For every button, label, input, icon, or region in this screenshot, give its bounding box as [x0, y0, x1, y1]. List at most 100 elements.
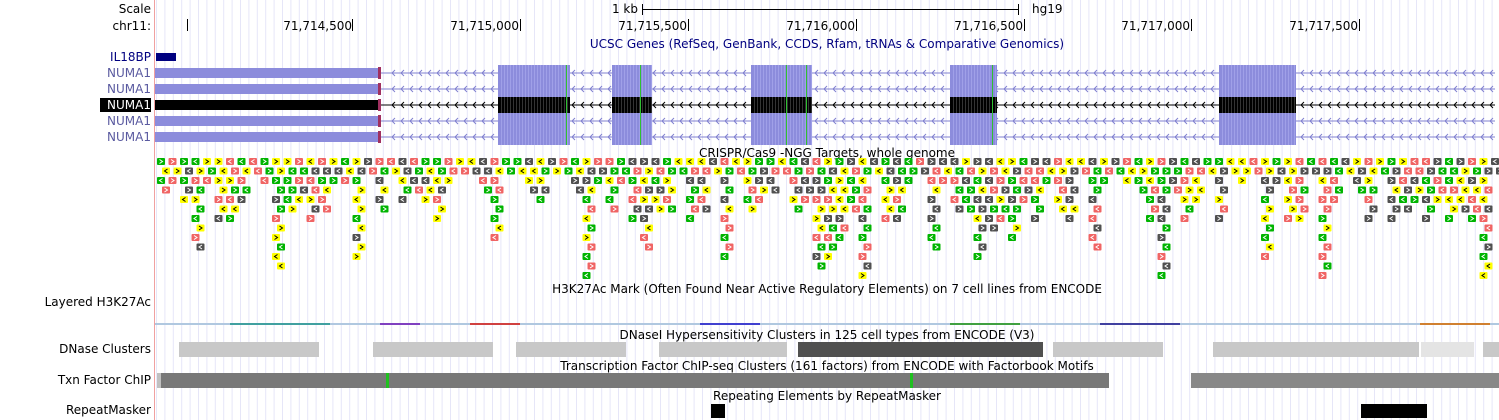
- exon-hatch: [1276, 129, 1277, 145]
- strand-arrow: [1084, 101, 1089, 109]
- gridline: [1340, 0, 1342, 420]
- strand-arrow: [598, 117, 603, 125]
- crispr-strand-glyph: [883, 216, 888, 221]
- browser-tracks-canvas[interactable]: [155, 0, 1499, 420]
- gene-label-numa1[interactable]: NUMA1: [107, 114, 151, 128]
- crispr-strand-glyph: [1210, 168, 1215, 174]
- exon-hatch: [543, 65, 544, 81]
- gridline: [576, 0, 577, 420]
- exon-hatch: [1285, 129, 1286, 145]
- gene-label-il18bp[interactable]: IL18BP: [110, 50, 151, 64]
- exon-hatch: [757, 129, 758, 145]
- strand-arrow: [427, 101, 432, 109]
- strand-arrow: [1165, 85, 1170, 93]
- crispr-target: [852, 186, 860, 194]
- exon-hatch: [1258, 81, 1259, 97]
- crispr-strand-glyph: [1458, 178, 1463, 183]
- exon-hatch: [1222, 97, 1223, 113]
- crispr-strand-glyph: [1486, 168, 1491, 174]
- exon-hatch: [540, 129, 541, 145]
- crispr-strand-glyph: [1194, 197, 1199, 202]
- gridline: [895, 0, 897, 420]
- crispr-strand-glyph: [842, 168, 847, 174]
- strand-arrow: [571, 117, 576, 125]
- gene-label-numa1[interactable]: NUMA1: [107, 82, 151, 96]
- assembly-label: hg19: [1032, 2, 1063, 16]
- crispr-target: [817, 167, 826, 175]
- gridline: [760, 0, 762, 420]
- crispr-strand-glyph: [687, 178, 692, 183]
- crispr-strand-glyph: [837, 216, 842, 221]
- crispr-strand-glyph: [814, 216, 819, 221]
- gene-label-numa1[interactable]: NUMA1: [107, 66, 151, 80]
- exon-hatch: [769, 129, 770, 145]
- strand-arrow: [724, 133, 729, 141]
- crispr-strand-glyph: [865, 206, 870, 212]
- crispr-strand-glyph: [963, 197, 968, 202]
- crispr-strand-glyph: [584, 216, 589, 221]
- crispr-strand-glyph: [1095, 225, 1100, 231]
- strand-arrow: [706, 69, 711, 77]
- crispr-strand-glyph: [313, 187, 318, 193]
- crispr-strand-glyph: [228, 178, 233, 183]
- exon-hatch: [516, 65, 517, 81]
- exon-hatch: [567, 97, 568, 113]
- exon-hatch: [1231, 81, 1232, 97]
- exon-hatch: [1279, 81, 1280, 97]
- crispr-target: [260, 177, 269, 184]
- dnase-side-label[interactable]: DNase Clusters: [59, 342, 151, 356]
- crispr-strand-glyph: [463, 168, 468, 174]
- crispr-strand-glyph: [1268, 187, 1273, 193]
- crispr-strand-glyph: [1423, 197, 1428, 202]
- repeat-side-label[interactable]: RepeatMasker: [65, 403, 151, 417]
- crispr-strand-glyph: [819, 187, 824, 193]
- gene-label-numa1[interactable]: NUMA1: [107, 130, 151, 144]
- crispr-strand-glyph: [642, 216, 647, 221]
- h3k27ac-side-label[interactable]: Layered H3K27Ac: [44, 295, 151, 309]
- gene-label-numa1-selected[interactable]: NUMA1: [100, 98, 151, 112]
- strand-arrow: [418, 69, 423, 77]
- txn-side-label[interactable]: Txn Factor ChIP: [57, 373, 151, 387]
- strand-arrow: [1444, 69, 1449, 77]
- exon-hatch: [513, 97, 514, 113]
- crispr-strand-glyph: [842, 225, 847, 231]
- exon-hatch: [546, 113, 547, 129]
- crispr-target: [743, 158, 752, 165]
- crispr-strand-glyph: [819, 168, 824, 174]
- crispr-target: [191, 234, 200, 241]
- crispr-strand-glyph: [722, 197, 727, 202]
- strand-arrow: [688, 133, 693, 141]
- crispr-strand-glyph: [1401, 159, 1406, 164]
- crispr-strand-glyph: [227, 197, 232, 202]
- exon-hatch: [974, 129, 975, 145]
- crispr-strand-glyph: [1297, 197, 1302, 202]
- crispr-target: [1341, 158, 1350, 165]
- crispr-target: [835, 177, 844, 184]
- crispr-strand-glyph: [1153, 168, 1158, 174]
- exon-hatch: [1291, 97, 1292, 113]
- exon-hatch: [540, 81, 541, 97]
- exon-hatch: [555, 65, 556, 81]
- crispr-target: [352, 158, 361, 165]
- crispr-target: [1427, 205, 1435, 213]
- strand-arrow: [1480, 69, 1485, 77]
- exon-hatch: [1222, 113, 1223, 129]
- exon-hatch: [808, 81, 809, 97]
- strand-arrow: [409, 133, 414, 141]
- exon-hatch: [989, 81, 990, 97]
- crispr-strand-glyph: [1348, 168, 1353, 174]
- crispr-strand-glyph: [722, 235, 727, 240]
- exon-hatch: [986, 97, 987, 113]
- crispr-target: [157, 177, 165, 184]
- gridline: [525, 0, 527, 420]
- crispr-strand-glyph: [1205, 159, 1210, 164]
- exon-hatch: [995, 113, 996, 129]
- strand-arrow: [1102, 69, 1107, 77]
- crispr-target: [927, 177, 936, 184]
- crispr-target: [1146, 215, 1154, 222]
- crispr-strand-glyph: [285, 159, 290, 164]
- crispr-strand-glyph: [1245, 168, 1250, 174]
- exon-hatch: [504, 81, 505, 97]
- crispr-target: [1123, 177, 1131, 184]
- crispr-strand-glyph: [405, 187, 410, 193]
